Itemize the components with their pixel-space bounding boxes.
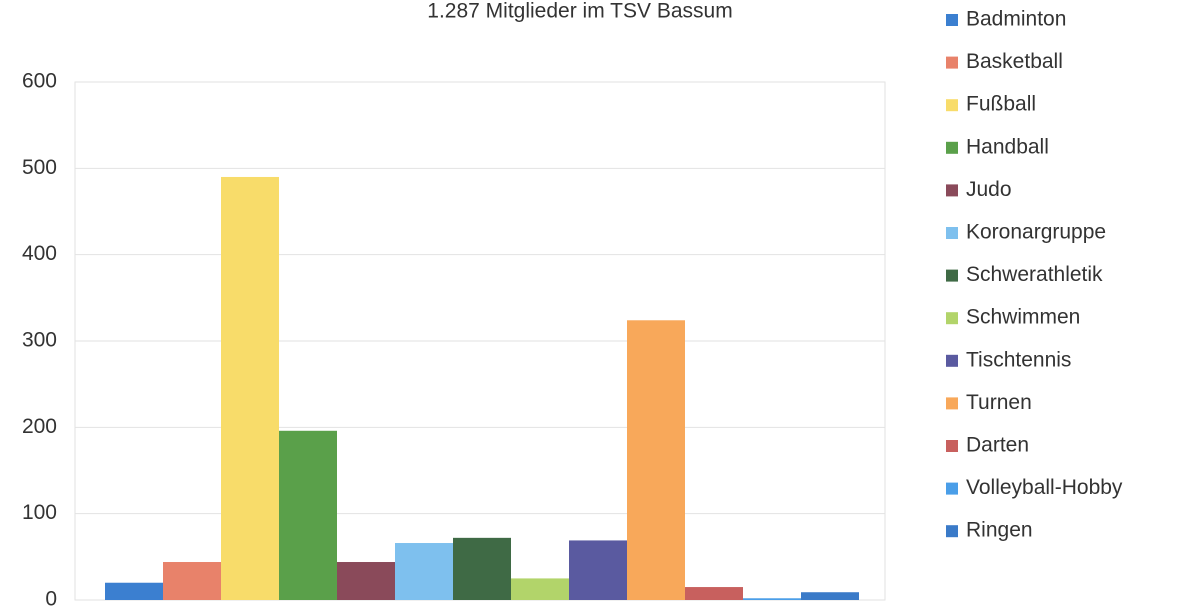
legend-label: Ringen: [966, 519, 1033, 542]
y-tick-label: 300: [22, 329, 57, 352]
bar: [743, 598, 801, 600]
legend-swatch: [946, 354, 958, 367]
legend-swatch: [946, 440, 958, 452]
y-tick-label: 400: [22, 242, 57, 265]
legend-swatch: [946, 99, 958, 112]
bar: [801, 592, 859, 600]
bar: [221, 176, 279, 600]
y-tick-label: 600: [22, 70, 57, 93]
legend-swatch: [946, 56, 958, 69]
bar: [337, 562, 395, 600]
bar: [511, 578, 569, 600]
legend-label: Koronargruppe: [966, 221, 1106, 244]
legend-swatch: [946, 141, 958, 154]
bar: [685, 587, 743, 600]
legend-label: Handball: [966, 135, 1049, 158]
legend-swatch: [946, 312, 958, 325]
y-tick-label: 200: [22, 415, 57, 438]
legend-swatch: [946, 269, 958, 282]
bar: [569, 540, 627, 600]
legend-label: Judo: [966, 178, 1012, 201]
legend-swatch: [946, 184, 958, 197]
bar: [453, 537, 511, 600]
legend-label: Tischtennis: [966, 348, 1071, 371]
legend-swatch: [946, 482, 958, 495]
legend-label: Schwerathletik: [966, 263, 1103, 286]
chart-title: 1.287 Mitglieder im TSV Bassum: [427, 0, 732, 23]
legend-label: Badminton: [966, 8, 1066, 31]
bar: [395, 543, 453, 600]
y-tick-label: 500: [22, 156, 57, 179]
legend-label: Volleyball-Hobby: [966, 476, 1123, 499]
legend-label: Schwimmen: [966, 306, 1080, 329]
legend-swatch: [946, 397, 958, 410]
legend-swatch: [946, 227, 958, 239]
legend-label: Fußball: [966, 93, 1036, 116]
legend-swatch: [946, 525, 958, 538]
legend-label: Darten: [966, 434, 1029, 457]
legend-swatch: [946, 14, 958, 26]
legend-label: Basketball: [966, 50, 1063, 73]
bar: [163, 562, 221, 600]
y-tick-label: 100: [22, 501, 57, 524]
bar: [627, 320, 685, 600]
legend-label: Turnen: [966, 391, 1032, 414]
bar: [105, 582, 163, 600]
bar: [279, 430, 337, 600]
y-tick-label: 0: [45, 588, 57, 611]
